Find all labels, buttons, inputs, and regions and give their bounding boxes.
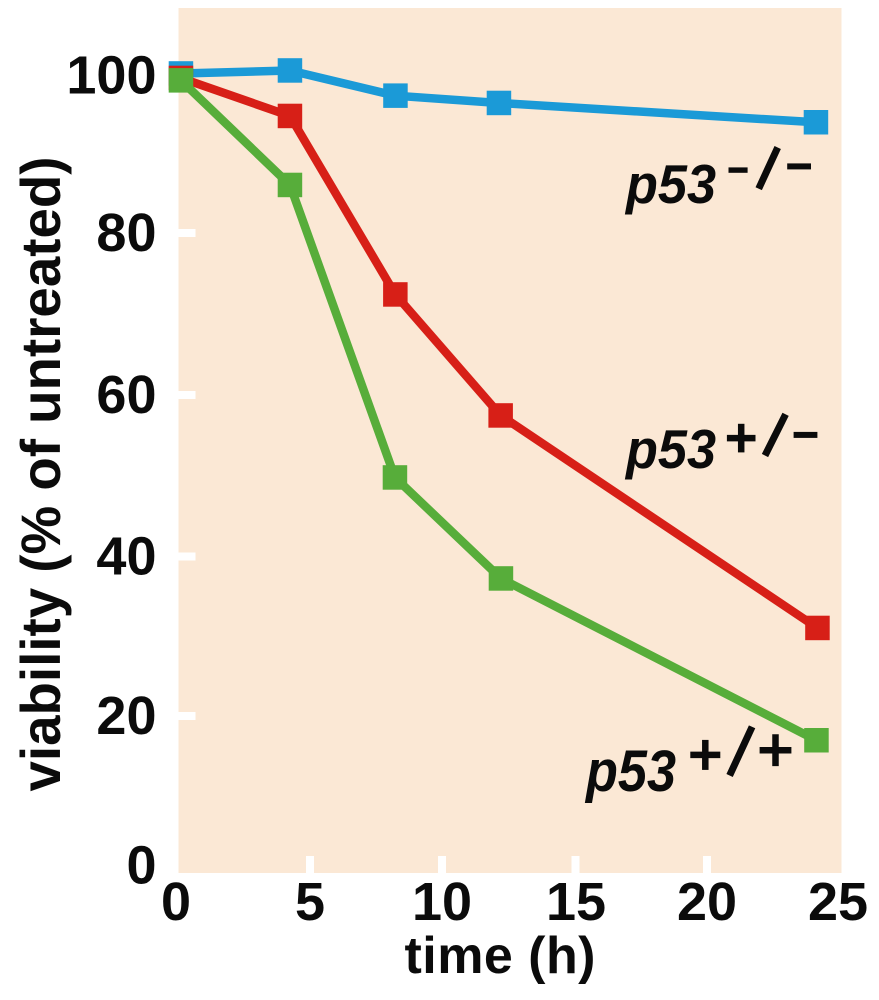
svg-text:0: 0 [126,836,156,896]
svg-text:5: 5 [295,872,325,932]
svg-text:60: 60 [96,365,156,425]
svg-text:80: 80 [96,203,156,263]
svg-text:10: 10 [412,872,472,932]
svg-text:viability (% of untreated): viability (% of untreated) [9,157,72,792]
svg-text:p53: p53 [584,739,676,804]
svg-text:time (h): time (h) [405,927,596,985]
svg-text:20: 20 [677,872,737,932]
svg-text:20: 20 [96,686,156,746]
svg-text:0: 0 [161,872,191,932]
svg-text:100: 100 [66,46,156,106]
svg-text:p53: p53 [624,153,716,215]
svg-text:15: 15 [546,872,606,932]
svg-text:25: 25 [808,872,868,932]
svg-text:p53: p53 [624,418,716,480]
svg-text:40: 40 [96,527,156,587]
